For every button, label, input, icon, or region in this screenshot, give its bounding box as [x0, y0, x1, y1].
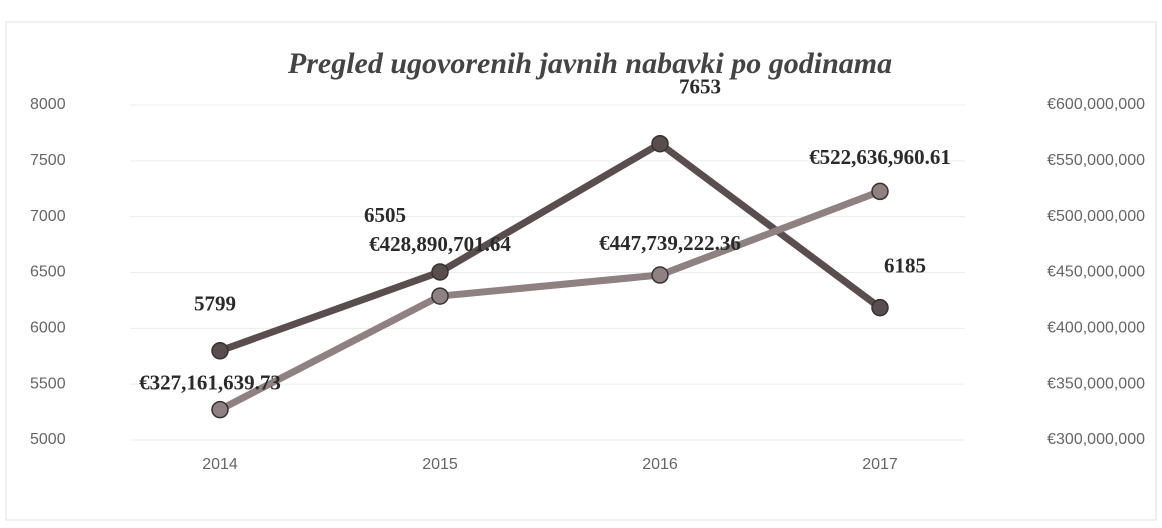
- series-line: [218, 188, 882, 413]
- x-tick-label: 2016: [642, 456, 678, 473]
- point-marker: [431, 263, 449, 281]
- y-tick-label: 7500: [30, 152, 66, 169]
- y-tick-label: 6500: [30, 264, 66, 281]
- y2-tick-label: €600,000,000: [1047, 96, 1145, 113]
- data-label: 7653: [679, 75, 721, 99]
- point-marker: [871, 182, 889, 201]
- data-label: €327,161,639.73: [139, 370, 281, 394]
- point-marker: [651, 134, 669, 153]
- y-tick-label: 5000: [30, 431, 66, 448]
- x-tick-label: 2017: [862, 456, 898, 473]
- data-label: 6505: [364, 203, 406, 227]
- x-tick-label: 2014: [202, 456, 238, 473]
- point-marker: [211, 342, 229, 360]
- data-label: €428,890,701.64: [369, 232, 511, 256]
- data-label: €447,739,222.36: [599, 231, 741, 255]
- y2-tick-label: €450,000,000: [1047, 264, 1145, 281]
- y2-tick-label: €350,000,000: [1047, 375, 1145, 392]
- x-tick-label: 2015: [422, 456, 458, 473]
- data-label: 6185: [884, 253, 926, 277]
- chart-border: [5, 21, 1157, 521]
- series-line: [218, 140, 883, 355]
- y-tick-label: 7000: [30, 208, 66, 225]
- data-label: €522,636,960.61: [809, 145, 951, 169]
- chart-title: Pregled ugovorenih javnih nabavki po god…: [287, 47, 892, 80]
- point-marker: [431, 287, 449, 305]
- point-marker: [651, 266, 669, 284]
- y-tick-label: 5500: [30, 375, 66, 392]
- y2-tick-label: €500,000,000: [1047, 208, 1145, 225]
- data-label: 5799: [194, 292, 236, 316]
- y2-tick-label: €400,000,000: [1047, 320, 1145, 337]
- y-tick-label: 6000: [30, 320, 66, 337]
- y2-tick-label: €550,000,000: [1047, 152, 1145, 169]
- y-tick-label: 8000: [30, 96, 66, 113]
- point-marker: [211, 400, 229, 419]
- point-marker: [871, 298, 889, 317]
- y2-tick-label: €300,000,000: [1047, 431, 1145, 448]
